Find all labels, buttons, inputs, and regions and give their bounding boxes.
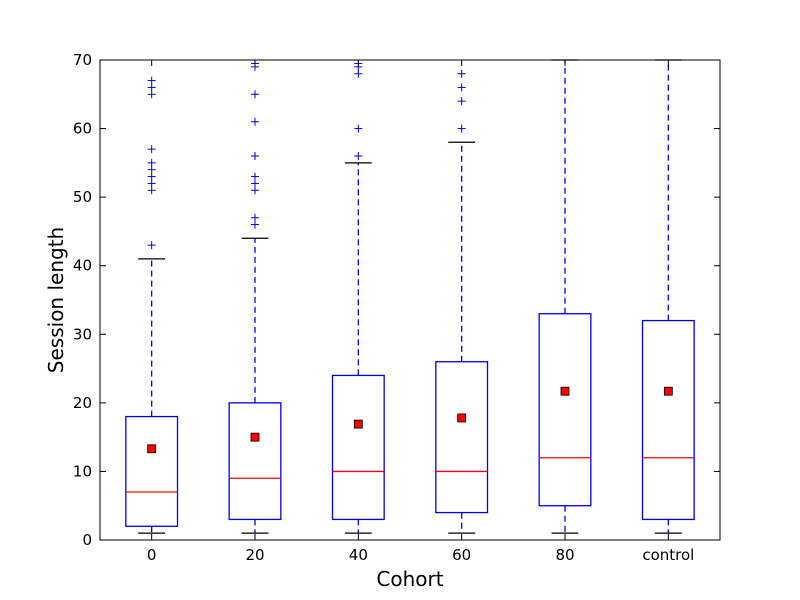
axes: 0 10 20 30 40 50 60 70 0 20 40 60 80 control (73, 51, 720, 564)
axes-frame (99, 59, 721, 541)
y-axis-label: Session length (44, 227, 68, 373)
outlier-point (251, 90, 259, 99)
outlier-point (457, 97, 466, 106)
outlier-point (251, 186, 259, 195)
outlier-point (354, 69, 363, 78)
outlier-point (354, 124, 363, 133)
y-tick-label: 30 (73, 325, 92, 343)
outlier-point (147, 145, 156, 154)
outlier-point (251, 172, 259, 181)
y-tick-label: 70 (73, 51, 92, 69)
box-group-60 (435, 69, 489, 534)
outlier-point (147, 76, 156, 85)
mean-marker (560, 386, 570, 396)
x-tick-label: 0 (147, 546, 157, 564)
x-tick-label: 40 (349, 546, 368, 564)
y-tick-label: 0 (82, 531, 92, 549)
mean-marker (250, 432, 260, 442)
box-iqr (331, 374, 385, 521)
outlier-point (457, 124, 466, 133)
box-iqr (125, 415, 179, 527)
box-iqr (538, 313, 592, 507)
outlier-point (457, 83, 466, 92)
x-axis-label: Cohort (376, 567, 443, 591)
outlier-point (251, 213, 259, 222)
y-tick-label: 60 (73, 120, 92, 138)
outlier-point (147, 158, 156, 167)
box-group-40 (331, 59, 385, 534)
box-group-80 (538, 59, 592, 534)
outlier-point (147, 186, 156, 195)
mean-marker (353, 419, 363, 429)
x-tick-label: 80 (555, 546, 574, 564)
mean-marker (457, 413, 467, 423)
x-tick-label: 20 (245, 546, 264, 564)
y-tick-label: 20 (73, 394, 92, 412)
outlier-point (251, 179, 259, 188)
outlier-point (457, 69, 466, 78)
y-tick-label: 10 (73, 462, 92, 480)
outlier-point (147, 172, 156, 181)
outlier-point (354, 152, 363, 160)
outlier-point (147, 165, 156, 174)
x-tick-label: 60 (452, 546, 471, 564)
box-iqr (435, 361, 489, 514)
box-iqr (641, 319, 695, 521)
outlier-point (147, 83, 156, 92)
box-iqr (228, 402, 282, 521)
outlier-point (147, 241, 156, 250)
plot-area (125, 59, 695, 534)
x-tick-label: control (642, 546, 694, 564)
y-tick-label: 40 (73, 257, 92, 275)
y-tick-label: 50 (73, 188, 92, 206)
outlier-point (147, 90, 156, 99)
mean-marker (663, 386, 673, 396)
mean-marker (147, 444, 157, 454)
outlier-point (251, 152, 259, 160)
outlier-point (147, 179, 156, 188)
box-group-20 (228, 59, 282, 534)
outlier-point (251, 117, 259, 126)
outlier-point (251, 220, 259, 229)
box-group-0 (125, 76, 179, 534)
